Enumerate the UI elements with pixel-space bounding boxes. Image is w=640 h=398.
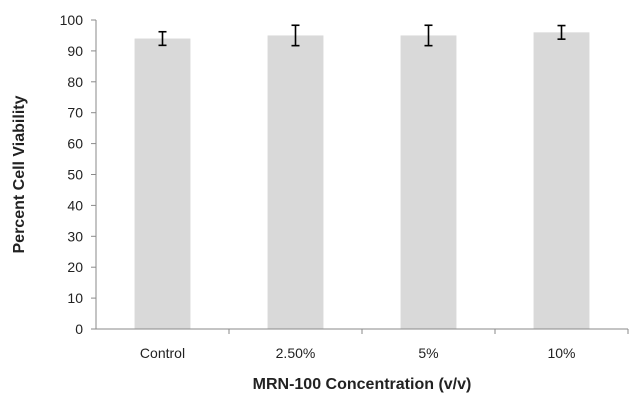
x-tick-label: Control — [140, 345, 185, 361]
y-tick-label: 70 — [67, 105, 83, 121]
bar-5- — [400, 35, 457, 329]
y-axis-ticks: 0 10 20 30 40 50 60 70 80 90 100 — [60, 12, 96, 337]
x-tick-label: 5% — [418, 345, 438, 361]
bar-2-50- — [267, 35, 324, 329]
y-tick-label: 40 — [67, 197, 83, 213]
x-axis-title: MRN-100 Concentration (v/v) — [253, 376, 472, 393]
y-axis-title: Percent Cell Viability — [11, 95, 28, 253]
y-tick-label: 0 — [75, 321, 83, 337]
x-tick-label: 10% — [547, 345, 575, 361]
y-tick-label: 50 — [67, 167, 83, 183]
bar-10- — [533, 32, 590, 330]
bar-control — [134, 38, 191, 329]
y-tick-label: 10 — [67, 290, 83, 306]
y-tick-label: 100 — [60, 12, 84, 28]
y-tick-label: 80 — [67, 74, 83, 90]
bar-group — [134, 32, 590, 330]
y-tick-label: 30 — [67, 228, 83, 244]
y-tick-label: 90 — [67, 43, 83, 59]
error-bar-group — [158, 24, 566, 47]
y-tick-label: 60 — [67, 136, 83, 152]
x-axis-ticks: Control 2.50% 5% 10% — [140, 329, 629, 361]
x-tick-label: 2.50% — [276, 345, 316, 361]
y-tick-label: 20 — [67, 259, 83, 275]
